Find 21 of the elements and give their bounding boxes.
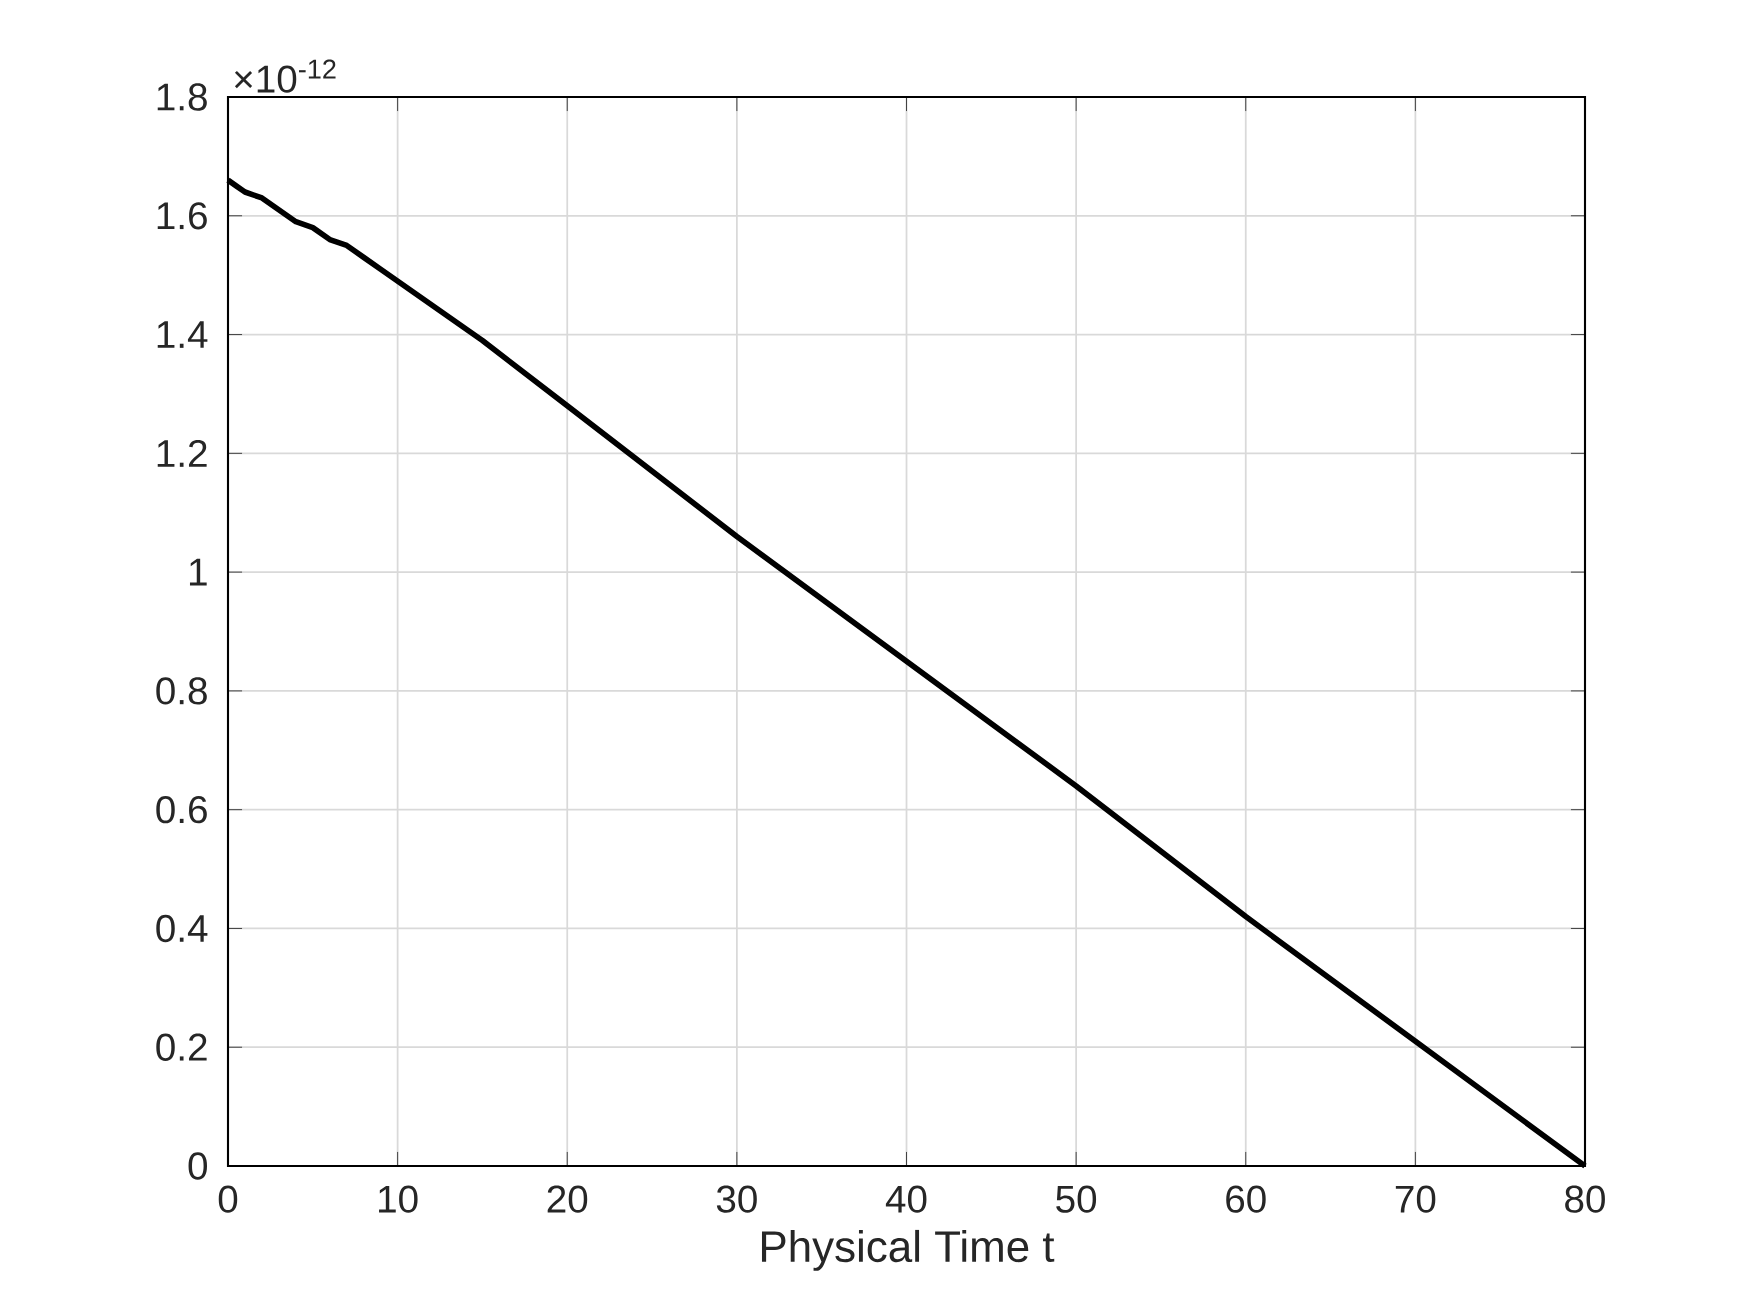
text: ×10$^{-12}$: [234, 59, 336, 93]
y-tick-label: 0.8: [156, 677, 207, 705]
x-tick-label: 20: [547, 1185, 588, 1213]
y-tick-label: 1.8: [157, 83, 207, 111]
x-tick-label: 0: [218, 1185, 238, 1213]
y-tick-label: 0: [188, 1152, 208, 1180]
x-tick-label: 30: [716, 1185, 757, 1213]
y-tick-label: 1.6: [157, 202, 207, 230]
x-tick-label: 40: [885, 1185, 927, 1213]
y-tick-label: 1.2: [157, 439, 207, 467]
y-tick-label: 0.2: [156, 1033, 207, 1061]
y-tick-label: 0.6: [156, 796, 207, 824]
x-tick-label: 10: [379, 1185, 418, 1213]
y-tick-label: 1: [189, 558, 207, 586]
x-tick-label: 80: [1565, 1185, 1605, 1213]
y-tick-label: 1.4: [157, 321, 208, 348]
x-tick-label: 70: [1395, 1185, 1436, 1213]
x-tick-label: 50: [1056, 1185, 1097, 1213]
x-tick-label: 60: [1226, 1185, 1266, 1213]
x-axis-title: Physical Time t: [761, 1229, 1055, 1271]
y-tick-label: 0.4: [156, 914, 208, 943]
